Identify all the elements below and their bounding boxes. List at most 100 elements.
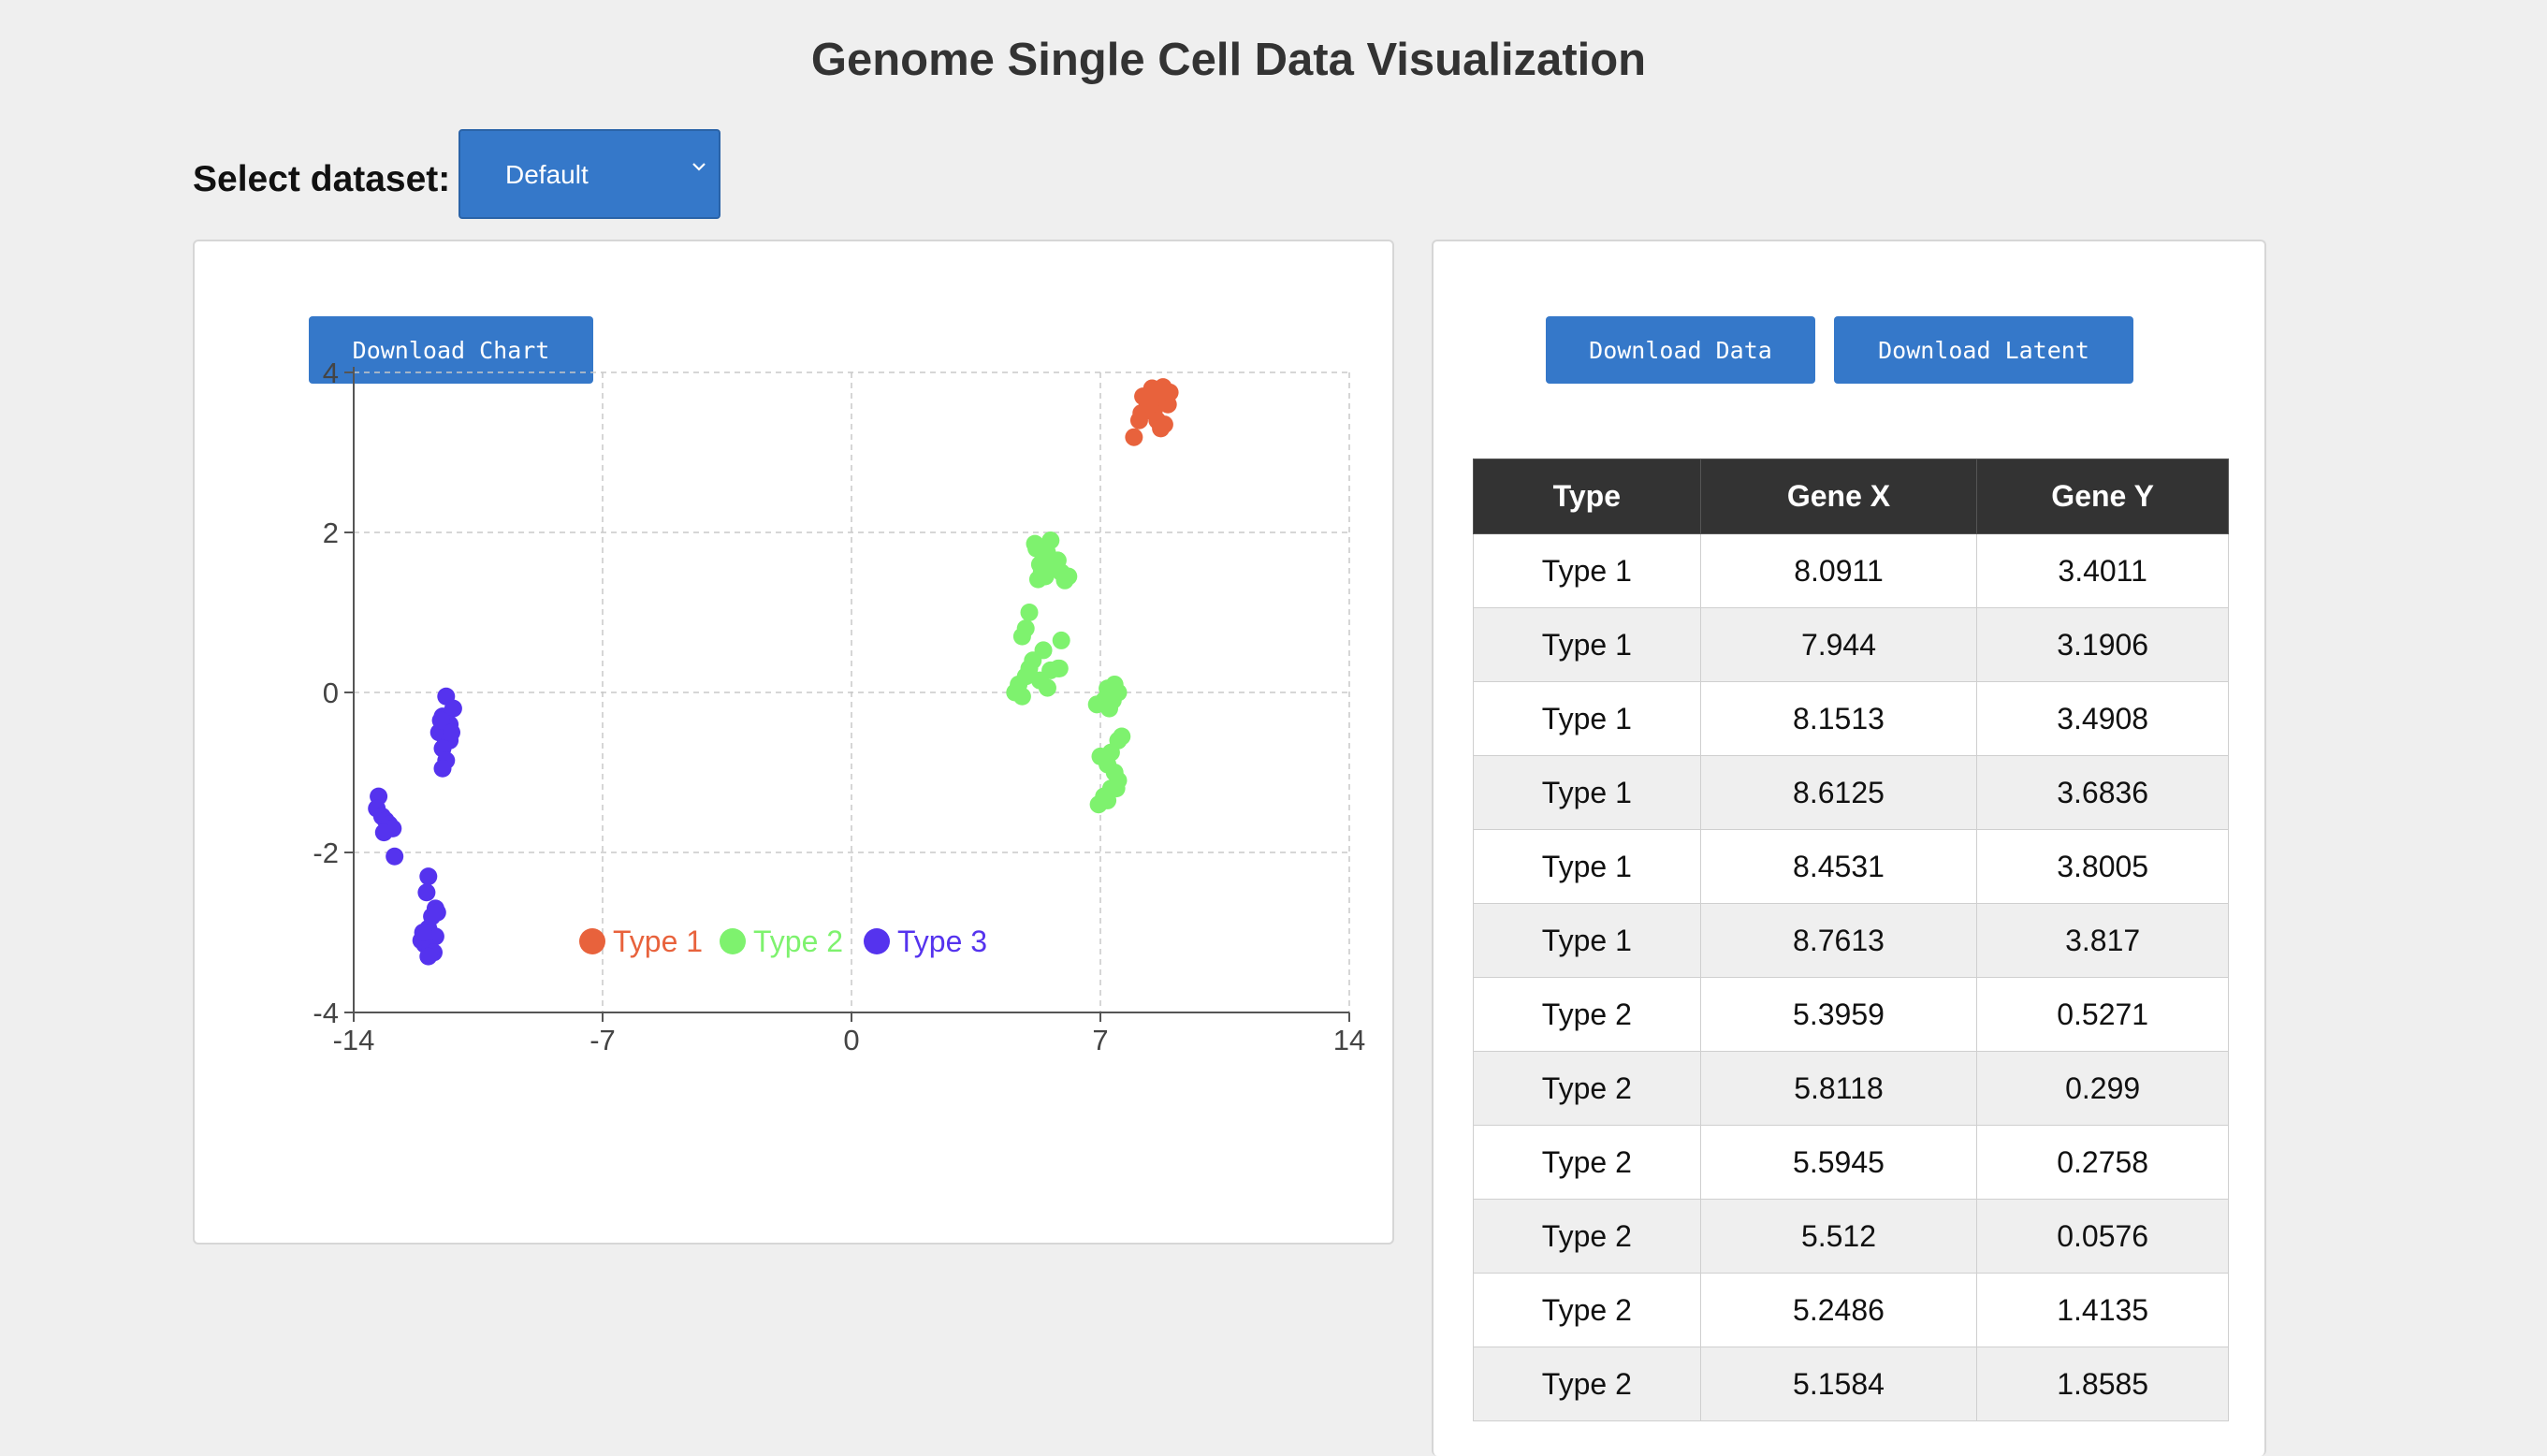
cell-type: Type 2 [1473, 1347, 1701, 1421]
cell-gene-y: 3.4011 [1976, 533, 2229, 608]
table-row: Type 1 8.4531 3.8005 [1473, 829, 2229, 904]
cell-type: Type 1 [1473, 533, 1701, 608]
legend-marker-type-2 [720, 928, 746, 954]
cell-gene-x: 8.0911 [1699, 533, 1978, 608]
chart-panel: Download Chart -14 -7 0 7 14 4 2 0 -2 -4 Type 1 Ty… [193, 240, 1394, 1245]
page-title: Genome Single Cell Data Visualization [810, 35, 1647, 85]
data-point-type-3 [386, 847, 404, 866]
cell-gene-x: 8.4531 [1699, 829, 1978, 904]
data-point-type-3 [431, 711, 450, 730]
data-point-type-3 [419, 867, 438, 886]
cell-type: Type 1 [1473, 903, 1701, 978]
data-point-type-2 [1107, 779, 1126, 798]
data-point-type-2 [1012, 687, 1031, 706]
y-tick-label: 2 [323, 517, 339, 549]
cell-type: Type 2 [1473, 1199, 1701, 1274]
legend-label-type-3: Type 3 [897, 925, 987, 958]
data-point-type-3 [414, 924, 432, 941]
x-tick-label: -14 [333, 1024, 375, 1056]
cell-gene-y: 3.8005 [1976, 829, 2229, 904]
table-row: Type 1 7.944 3.1906 [1473, 607, 2229, 682]
cell-gene-x: 5.3959 [1699, 977, 1978, 1052]
cell-gene-x: 5.5945 [1699, 1125, 1978, 1200]
data-point-type-3 [419, 947, 438, 966]
data-point-type-1 [1152, 419, 1171, 438]
data-point-type-1 [1125, 428, 1143, 446]
cell-type: Type 1 [1473, 681, 1701, 756]
cell-type: Type 1 [1473, 607, 1701, 682]
data-point-type-2 [1052, 631, 1070, 649]
cell-gene-x: 5.1584 [1699, 1347, 1978, 1421]
table-row: Type 2 5.512 0.0576 [1473, 1199, 2229, 1274]
cell-gene-x: 8.7613 [1699, 903, 1978, 978]
dataset-select[interactable]: Default [458, 129, 720, 219]
column-header-gene-y: Gene Y [1976, 459, 2229, 534]
table-row: Type 1 8.1513 3.4908 [1473, 681, 2229, 756]
legend-marker-type-3 [864, 928, 890, 954]
y-tick-label: -2 [313, 837, 339, 869]
data-point-type-2 [1105, 675, 1124, 693]
cell-gene-x: 5.512 [1699, 1199, 1978, 1274]
cell-gene-y: 3.817 [1976, 903, 2229, 978]
cell-gene-x: 8.1513 [1699, 681, 1978, 756]
cell-gene-x: 8.6125 [1699, 755, 1978, 830]
chart-grid [354, 371, 1350, 1012]
data-table: Type Gene X Gene Y Type 1 8.0911 3.4011 Typ… [1473, 459, 2229, 1421]
y-tick-label: -4 [313, 997, 339, 1029]
data-point-type-2 [1100, 699, 1118, 718]
data-point-type-2 [1027, 539, 1046, 558]
table-row: Type 2 5.3959 0.5271 [1473, 977, 2229, 1052]
data-point-type-3 [417, 883, 436, 902]
cell-type: Type 2 [1473, 1273, 1701, 1347]
chart-axes: -14 -7 0 7 14 4 2 0 -2 -4 [313, 357, 1365, 1056]
cell-type: Type 1 [1473, 829, 1701, 904]
legend-label-type-1: Type 1 [613, 925, 703, 958]
table-row: Type 2 5.2486 1.4135 [1473, 1273, 2229, 1347]
cell-type: Type 2 [1473, 977, 1701, 1052]
x-tick-label: -7 [589, 1024, 616, 1056]
data-point-type-2 [1050, 659, 1069, 677]
dataset-select-value: Default [505, 160, 589, 189]
data-point-type-3 [374, 823, 393, 842]
cell-type: Type 2 [1473, 1051, 1701, 1126]
table-row: Type 1 8.0911 3.4011 [1473, 533, 2229, 608]
table-row: Type 1 8.6125 3.6836 [1473, 755, 2229, 830]
chart-points [368, 378, 1179, 966]
data-point-type-2 [1113, 727, 1131, 746]
cell-gene-y: 0.0576 [1976, 1199, 2229, 1274]
table-row: Type 2 5.1584 1.8585 [1473, 1347, 2229, 1421]
data-point-type-1 [1160, 383, 1179, 401]
table-row: Type 2 5.8118 0.299 [1473, 1051, 2229, 1126]
data-point-type-2 [1020, 604, 1039, 621]
data-point-type-2 [1055, 571, 1074, 590]
legend-label-type-2: Type 2 [753, 925, 843, 958]
column-header-type: Type [1473, 459, 1701, 534]
cell-gene-x: 5.8118 [1699, 1051, 1978, 1126]
data-point-type-3 [428, 903, 446, 922]
column-header-gene-x: Gene X [1699, 459, 1978, 534]
y-tick-label: 4 [323, 357, 339, 389]
cell-gene-y: 3.1906 [1976, 607, 2229, 682]
data-panel: Download Data Download Latent Type Gene … [1432, 240, 2266, 1456]
table-row: Type 2 5.5945 0.2758 [1473, 1125, 2229, 1200]
data-point-type-2 [1030, 671, 1049, 690]
y-tick-label: 0 [323, 677, 339, 709]
x-tick-label: 14 [1333, 1024, 1365, 1056]
data-point-type-3 [433, 759, 452, 778]
cell-type: Type 2 [1473, 1125, 1701, 1200]
scatter-chart: -14 -7 0 7 14 4 2 0 -2 -4 Type 1 Type 2 Type 3 [313, 357, 1365, 1056]
table-header-row: Type Gene X Gene Y [1473, 459, 2229, 534]
download-data-button[interactable]: Download Data [1546, 316, 1815, 384]
cell-gene-y: 0.299 [1976, 1051, 2229, 1126]
cell-gene-y: 0.5271 [1976, 977, 2229, 1052]
cell-type: Type 1 [1473, 755, 1701, 830]
x-tick-label: 0 [843, 1024, 859, 1056]
cell-gene-x: 7.944 [1699, 607, 1978, 682]
table-row: Type 1 8.7613 3.817 [1473, 903, 2229, 978]
chevron-down-icon [692, 163, 706, 171]
chart-legend: Type 1 Type 2 Type 3 [579, 925, 987, 958]
data-point-type-2 [1020, 659, 1039, 677]
cell-gene-y: 3.6836 [1976, 755, 2229, 830]
cell-gene-y: 1.8585 [1976, 1347, 2229, 1421]
download-latent-button[interactable]: Download Latent [1834, 316, 2133, 384]
